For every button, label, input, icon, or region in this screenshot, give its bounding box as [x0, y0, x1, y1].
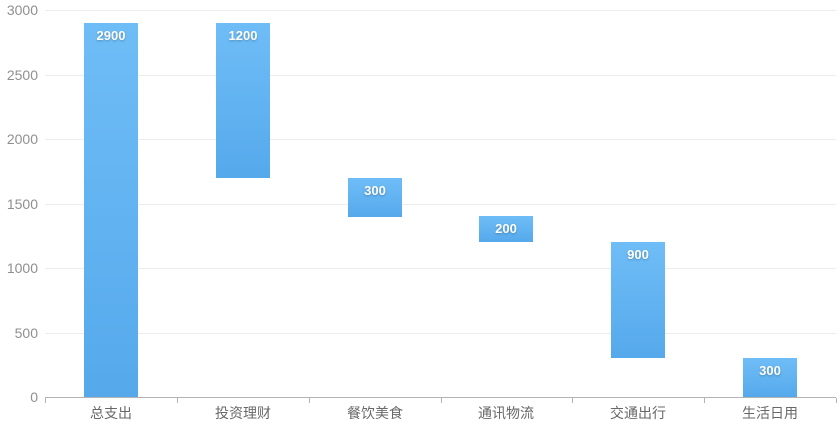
bar-3[interactable]: 200 [479, 216, 533, 242]
bar-2[interactable]: 300 [348, 178, 402, 217]
gridline [45, 204, 836, 205]
x-axis-tick [45, 398, 46, 403]
y-axis-tick-label: 500 [14, 325, 38, 341]
bar-0[interactable]: 2900 [84, 23, 138, 397]
x-axis-tick [704, 398, 705, 403]
bar-4[interactable]: 900 [611, 242, 665, 358]
bar-5[interactable]: 300 [743, 358, 797, 397]
bar-value-label: 1200 [228, 28, 258, 43]
x-axis-category-label: 通讯物流 [478, 405, 534, 421]
x-axis-tick [309, 398, 310, 403]
gridline [45, 10, 836, 11]
bar-value-label: 200 [495, 221, 517, 236]
gridline [45, 268, 836, 269]
x-axis-category-label: 投资理财 [215, 405, 271, 421]
bar-value-label: 300 [364, 183, 386, 198]
x-axis-tick [177, 398, 178, 403]
x-axis-category-label: 餐饮美食 [347, 405, 403, 421]
y-axis-tick-label: 1500 [6, 196, 38, 212]
x-axis-category-label: 生活日用 [742, 405, 798, 421]
gridline [45, 333, 836, 334]
x-axis-category-label: 总支出 [90, 405, 132, 421]
bar-1[interactable]: 1200 [216, 23, 270, 178]
x-axis-tick [836, 398, 837, 403]
y-axis-tick-label: 2500 [6, 67, 38, 83]
x-axis-line [45, 397, 836, 398]
bar-value-label: 300 [759, 363, 781, 378]
gridline [45, 139, 836, 140]
gridline [45, 75, 836, 76]
y-axis-tick-label: 0 [30, 389, 38, 405]
x-axis-category-label: 交通出行 [610, 405, 666, 421]
bar-value-label: 900 [627, 247, 649, 262]
bar-value-label: 2900 [96, 28, 126, 43]
y-axis-tick-label: 2000 [6, 131, 38, 147]
y-axis-tick-label: 1000 [6, 260, 38, 276]
x-axis-tick [572, 398, 573, 403]
y-axis-tick-label: 3000 [6, 2, 38, 18]
x-axis-tick [441, 398, 442, 403]
